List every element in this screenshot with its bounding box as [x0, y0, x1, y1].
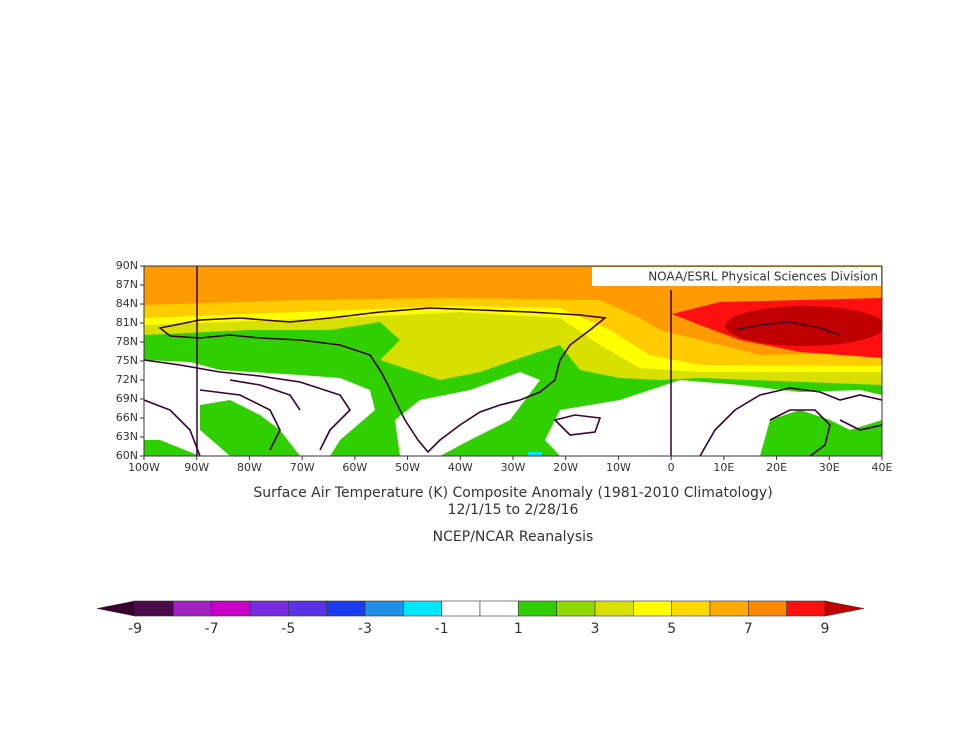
colorbar-label: -9	[128, 621, 142, 637]
lon-label: 40W	[448, 461, 473, 474]
colorbar-label: -7	[205, 621, 219, 637]
lon-label: 20W	[553, 461, 578, 474]
lat-label: 87N	[116, 278, 138, 291]
colorbar-box	[211, 600, 251, 617]
colorbar-box	[441, 600, 481, 617]
credit-box	[592, 267, 881, 286]
lat-label: 60N	[116, 449, 138, 462]
map-field	[144, 266, 882, 456]
lon-label: 70W	[290, 461, 315, 474]
colorbar-label: -3	[358, 621, 372, 637]
colorbar-box	[173, 600, 212, 617]
lon-label: 40E	[872, 461, 893, 474]
band-white	[545, 380, 882, 456]
colorbar-box	[748, 600, 787, 617]
lat-label: 84N	[116, 297, 138, 310]
band-white	[395, 372, 540, 456]
colorbar-box	[671, 600, 711, 617]
colorbar-box	[633, 600, 672, 617]
lon-label: 30E	[819, 461, 840, 474]
colorbar-low-arrow	[96, 600, 136, 617]
lat-label: 63N	[116, 430, 138, 443]
colorbar-box	[518, 600, 557, 617]
colorbar-label: 3	[591, 621, 600, 637]
colorbar-box	[594, 600, 634, 617]
colorbar-box	[709, 600, 749, 617]
band-green	[762, 410, 845, 456]
colorbar: -9 -7 -5 -3 -1 1 3 5 7 9	[96, 600, 865, 637]
coastline	[699, 321, 882, 456]
lat-label: 90N	[116, 259, 138, 272]
colorbar-label: 7	[744, 621, 753, 637]
colorbar-box	[288, 600, 327, 617]
lat-label: 75N	[116, 354, 138, 367]
coastline	[158, 307, 607, 454]
coastline	[553, 414, 602, 436]
colorbar-box	[134, 600, 174, 617]
coastline	[144, 359, 352, 456]
band-white	[144, 360, 375, 456]
lon-label: 100W	[128, 461, 160, 474]
lon-label: 20E	[766, 461, 787, 474]
lat-label: 69N	[116, 392, 138, 405]
lon-label: 80W	[237, 461, 262, 474]
colorbar-label: -1	[435, 621, 449, 637]
source: NCEP/NCAR Reanalysis	[433, 529, 594, 545]
lon-label: 30W	[501, 461, 526, 474]
band-darkred	[725, 306, 882, 346]
colorbar-label: 9	[821, 621, 830, 637]
band-cyan	[528, 452, 542, 456]
colorbar-box	[786, 600, 826, 617]
lon-label: 10E	[713, 461, 734, 474]
colorbar-box	[403, 600, 442, 617]
lat-label: 72N	[116, 373, 138, 386]
credit: NOAA/ESRL Physical Sciences Division	[648, 270, 878, 284]
dates: 12/1/15 to 2/28/16	[448, 502, 579, 518]
colorbar-box	[326, 600, 366, 617]
colorbar-box	[249, 600, 289, 617]
title: Surface Air Temperature (K) Composite An…	[253, 485, 772, 501]
lat-label: 81N	[116, 316, 138, 329]
lat-label: 78N	[116, 335, 138, 348]
colorbar-label: 5	[667, 621, 676, 637]
lat-label: 66N	[116, 411, 138, 424]
lon-label: 50W	[395, 461, 420, 474]
colorbar-box	[479, 600, 519, 617]
colorbar-label: -5	[281, 621, 295, 637]
lon-label: 90W	[184, 461, 209, 474]
lon-label: 10W	[606, 461, 631, 474]
colorbar-box	[364, 600, 404, 617]
colorbar-high-arrow	[824, 600, 865, 617]
lon-label: 60W	[342, 461, 367, 474]
colorbar-box	[556, 600, 596, 617]
colorbar-label: 1	[514, 621, 523, 637]
lon-label: 0	[668, 461, 675, 474]
